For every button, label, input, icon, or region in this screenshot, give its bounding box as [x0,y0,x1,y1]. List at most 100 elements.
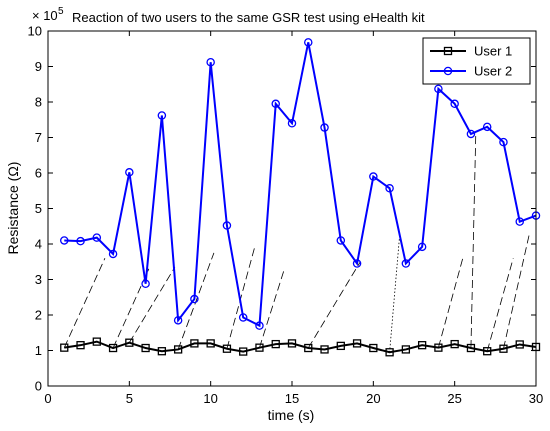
series-2-point [304,38,313,47]
series-group [60,38,541,357]
series-2-point [336,236,346,245]
series-1-point [352,339,362,348]
y-exponent-power: 5 [58,6,64,17]
series-2-point [450,99,459,109]
series-2-point [352,259,362,268]
legend: User 1 User 2 [422,37,531,85]
series-2 [60,38,541,330]
legend-label: User 1 [474,44,512,59]
series-2-point [222,221,232,230]
series-2-point [206,57,215,67]
y-tick-label: 8 [35,95,42,110]
y-tick-label: 9 [35,59,42,74]
series-2-point [287,119,297,128]
chart-title: Reaction of two users to the same GSR te… [72,10,425,25]
series-1-point [385,348,394,357]
annotation-line-2 [128,266,176,343]
y-tick-label: 2 [35,308,42,323]
series-2-point [76,236,85,246]
x-tick-label: 15 [285,391,299,406]
series-1-point [417,341,427,350]
series-2-point [173,316,183,325]
annotation-line-0 [63,258,106,348]
legend-marker [443,66,453,76]
series-2-point [108,249,118,259]
series-1-point [76,341,85,350]
series-1-point [320,345,329,354]
legend-box [422,37,531,85]
series-2-point [125,168,134,177]
series-1-point [239,347,248,356]
series-1-point [483,347,492,356]
annotation-line-9 [470,132,477,349]
series-2-point [92,233,102,242]
series-2-point [434,84,443,94]
series-1-point [287,339,297,348]
legend-item-2: User 2 [430,64,512,79]
y-tick-label: 5 [35,201,42,216]
annotation-line-10 [486,258,514,352]
annotation-line-5 [259,270,285,348]
series-1-point [125,338,134,347]
x-tick-label: 20 [366,391,380,406]
y-tick-label: 0 [35,379,42,394]
y-tick-label: 7 [35,130,42,145]
series-1-point [304,343,313,353]
series-2-point [499,137,508,147]
legend-label: User 2 [474,64,512,79]
series-line-2 [64,42,537,328]
series-2-point [401,259,411,268]
series-1-point [60,343,69,352]
x-tick-label: 10 [203,391,217,406]
series-2-point [385,184,394,193]
legend-item-1: User 1 [430,44,512,59]
series-2-point [157,111,167,120]
y-axis-label: Resistance (Ω) [5,162,21,255]
series-1-point [499,344,508,353]
series-2-point [369,172,378,181]
series-2-point [466,129,476,139]
series-1-point [466,343,476,353]
series-1-point [255,343,264,352]
annotation-line-11 [503,233,530,349]
annotation-line-6 [307,261,361,349]
series-1-point [222,344,232,353]
series-line-1 [64,340,537,354]
series-2-point [271,99,280,109]
series-2-point [238,313,248,322]
series-2-point [515,217,524,226]
series-1-point [206,339,215,348]
annotation-lines [63,132,530,353]
annotation-line-8 [438,258,464,348]
series-1-point [271,339,280,349]
x-axis-label: time (s) [268,407,315,423]
series-1-point [141,343,150,353]
series-1-point [450,339,459,349]
y-tick-label: 3 [35,272,42,287]
series-1-point [434,343,443,352]
annotation-line-3 [177,252,215,350]
series-1-point [173,345,183,354]
series-2-point [320,123,329,132]
series-1-point [369,343,378,353]
series-1 [60,337,541,357]
series-2-point [190,294,199,304]
y-tick-label: 10 [28,24,42,39]
series-2-point [417,242,427,252]
series-2-point [482,122,492,132]
y-tick-label: 4 [35,237,42,252]
series-2-point [255,321,264,330]
series-1-point [190,339,199,348]
series-1-point [108,343,118,353]
y-tick-label: 1 [35,343,42,358]
annotation-line-7 [389,238,400,353]
x-tick-label: 25 [447,391,461,406]
series-2-point [60,236,69,245]
y-exponent-base: × 10 [32,8,58,23]
series-1-point [157,347,167,356]
series-1-point [92,337,101,346]
series-1-point [401,345,411,354]
series-1-point [515,340,524,349]
series-2-point [141,279,150,289]
